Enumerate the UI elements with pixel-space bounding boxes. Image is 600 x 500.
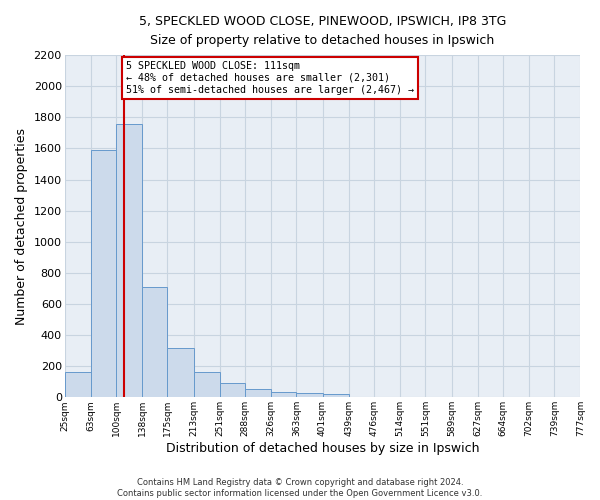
Bar bbox=[245, 388, 271, 398]
Bar bbox=[167, 348, 194, 398]
Bar bbox=[220, 384, 245, 398]
Bar bbox=[116, 124, 142, 398]
X-axis label: Distribution of detached houses by size in Ipswich: Distribution of detached houses by size … bbox=[166, 442, 479, 455]
Bar bbox=[323, 394, 349, 398]
Title: 5, SPECKLED WOOD CLOSE, PINEWOOD, IPSWICH, IP8 3TG
Size of property relative to : 5, SPECKLED WOOD CLOSE, PINEWOOD, IPSWIC… bbox=[139, 15, 506, 47]
Bar bbox=[296, 394, 323, 398]
Bar bbox=[271, 392, 296, 398]
Bar bbox=[142, 287, 167, 398]
Bar bbox=[91, 150, 116, 398]
Bar bbox=[65, 372, 91, 398]
Text: Contains HM Land Registry data © Crown copyright and database right 2024.
Contai: Contains HM Land Registry data © Crown c… bbox=[118, 478, 482, 498]
Bar bbox=[194, 372, 220, 398]
Text: 5 SPECKLED WOOD CLOSE: 111sqm
← 48% of detached houses are smaller (2,301)
51% o: 5 SPECKLED WOOD CLOSE: 111sqm ← 48% of d… bbox=[125, 62, 413, 94]
Y-axis label: Number of detached properties: Number of detached properties bbox=[15, 128, 28, 324]
